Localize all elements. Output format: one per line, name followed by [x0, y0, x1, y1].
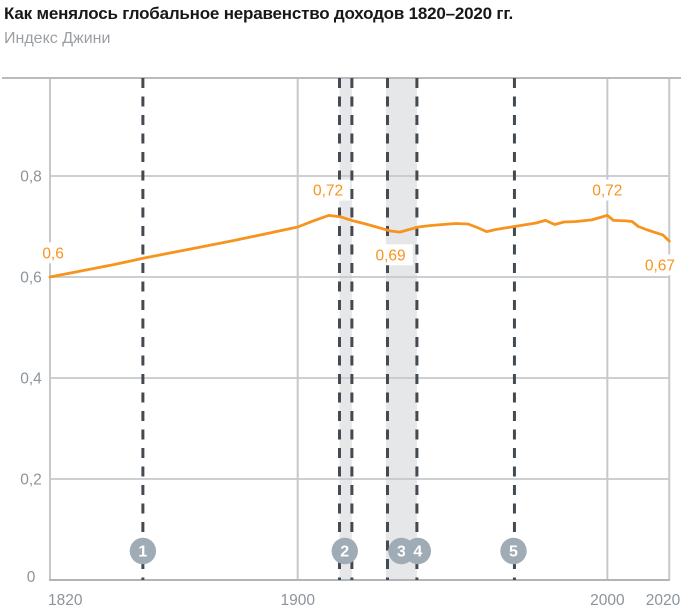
chart-header: Как менялось глобальное неравенство дохо… [4, 2, 679, 49]
y-tick-label: 0,2 [20, 472, 42, 489]
x-tick-label: 2020 [646, 592, 681, 609]
x-tick-label: 1900 [280, 592, 315, 609]
x-tick-label: 2000 [590, 592, 625, 609]
event-marker-4 [404, 537, 432, 565]
event-marker-number: 2 [340, 544, 349, 561]
data-label: 0,67 [645, 257, 675, 274]
event-band-2 [385, 78, 417, 580]
event-marker-1 [129, 537, 157, 565]
data-label: 0,69 [376, 247, 406, 264]
data-label-bg [305, 179, 351, 201]
gini-line-chart: 0,6 0,72 0,69 0,72 0,67 1 2 3 4 5 0 0,2 0,4 0,6 0,8 182… [2, 77, 683, 609]
data-label: 0,6 [42, 245, 64, 262]
event-marker-2 [331, 537, 358, 565]
data-label: 0,72 [592, 183, 622, 200]
y-tick-label: 0,4 [20, 371, 42, 388]
event-marker-number: 4 [413, 544, 422, 561]
data-label-bg [35, 242, 71, 264]
gini-trend-line [48, 213, 671, 279]
y-tick-label: 0,8 [20, 169, 42, 186]
x-tick-label: 1820 [48, 592, 83, 609]
data-label-bg [637, 254, 683, 276]
y-tick-label: 0 [27, 569, 36, 586]
data-label: 0,72 [313, 183, 343, 200]
event-marker-number: 3 [397, 544, 406, 561]
event-marker-5 [500, 537, 527, 565]
data-label-bg [585, 179, 630, 201]
chart-subtitle: Индекс Джини [4, 30, 111, 47]
event-marker-number: 1 [138, 544, 147, 561]
event-band-1 [339, 78, 352, 580]
y-tick-label: 0,6 [20, 270, 42, 287]
event-marker-number: 5 [509, 544, 518, 561]
data-label-bg [368, 244, 413, 266]
chart-title: Как менялось глобальное неравенство дохо… [4, 4, 514, 23]
